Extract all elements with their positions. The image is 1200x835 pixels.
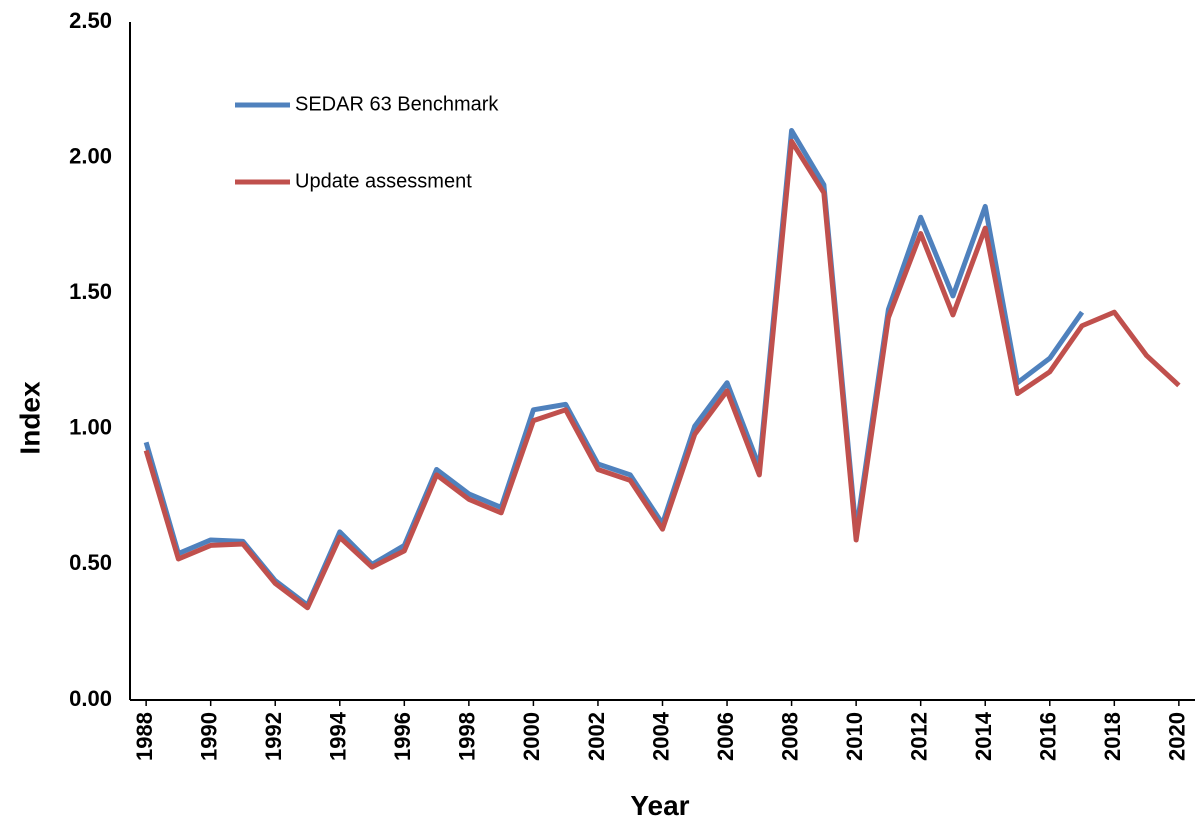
- series-line: [143, 138, 1181, 611]
- x-tick-label: 1990: [196, 712, 221, 761]
- y-tick-label: 1.50: [69, 279, 112, 304]
- x-tick-label: 1998: [455, 712, 480, 761]
- y-tick-label: 0.50: [69, 550, 112, 575]
- x-tick-label: 2008: [777, 712, 802, 761]
- x-tick-label: 1988: [132, 712, 157, 761]
- x-tick-label: 2000: [519, 712, 544, 761]
- y-tick-label: 2.50: [69, 8, 112, 33]
- x-tick-label: 2004: [648, 711, 673, 761]
- x-tick-label: 2006: [713, 712, 738, 761]
- legend-label: SEDAR 63 Benchmark: [295, 93, 499, 115]
- y-tick-label: 0.00: [69, 686, 112, 711]
- series-line: [143, 127, 1085, 608]
- x-tick-label: 2020: [1165, 712, 1190, 761]
- y-tick-label: 1.00: [69, 415, 112, 440]
- x-tick-label: 2018: [1100, 712, 1125, 761]
- x-tick-label: 2002: [584, 712, 609, 761]
- legend-label: Update assessment: [295, 170, 472, 192]
- x-tick-label: 1996: [390, 712, 415, 761]
- y-axis-title: Index: [14, 381, 45, 455]
- x-tick-label: 1992: [261, 712, 286, 761]
- x-tick-label: 2016: [1036, 712, 1061, 761]
- x-tick-label: 2014: [971, 711, 996, 761]
- x-tick-label: 1994: [326, 711, 351, 761]
- y-tick-label: 2.00: [69, 143, 112, 168]
- x-axis-title: Year: [630, 790, 689, 821]
- x-tick-label: 2012: [906, 712, 931, 761]
- x-tick-label: 2010: [842, 712, 867, 761]
